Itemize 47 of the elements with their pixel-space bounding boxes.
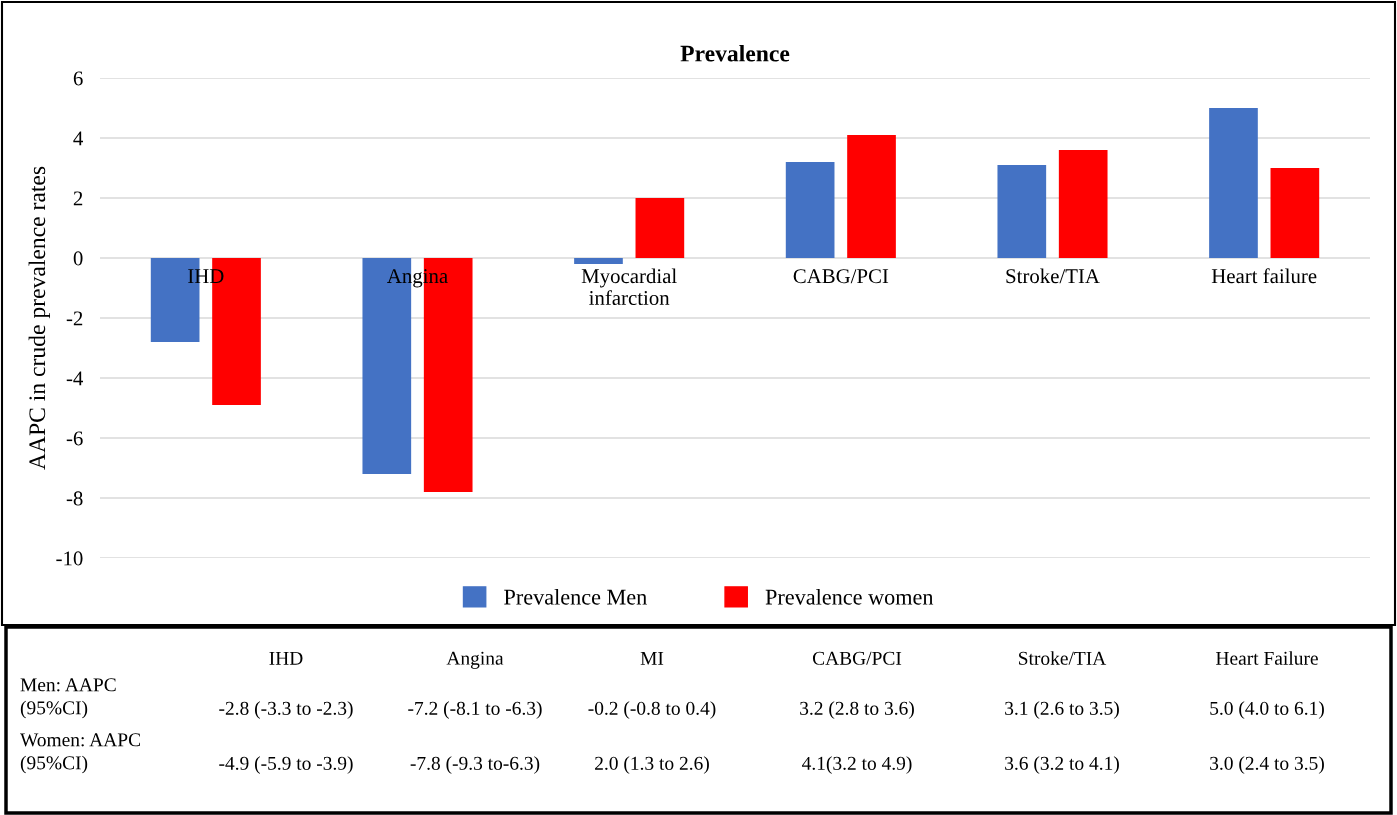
text: 4.1(3.2 to 4.9): [802, 756, 912, 774]
bar: [1209, 108, 1258, 258]
bar: [574, 258, 623, 264]
text: Stroke/TIA: [1019, 651, 1107, 665]
legend-label: Prevalence women: [765, 588, 934, 605]
text: Angina: [446, 651, 504, 669]
x-tick-label: IHD: [188, 269, 224, 283]
text: 3.0 (2.4 to 3.5): [1210, 756, 1324, 774]
legend-label: Prevalence Men: [504, 588, 647, 605]
text: MI: [640, 651, 664, 665]
y-tick-label: 6: [73, 71, 83, 86]
text: -7.2 (-8.1 to -6.3): [408, 701, 542, 719]
bar: [635, 198, 685, 258]
text: 3.1 (2.6 to 3.5): [1005, 701, 1119, 719]
chart-title: Prevalence: [680, 44, 790, 62]
text: Heart Failure: [1216, 651, 1318, 665]
y-tick-label: -6: [66, 431, 83, 446]
x-tick-label: Stroke/TIA: [1006, 268, 1100, 284]
y-axis-title: AAPC in crude prevalence rates: [28, 166, 51, 470]
text: 5.0 (4.0 to 6.1): [1210, 701, 1324, 719]
x-tick-label: Heart failure: [1211, 268, 1317, 284]
text: IHD: [269, 651, 303, 665]
y-tick-label: 4: [73, 131, 84, 146]
y-tick-label: 2: [73, 191, 83, 206]
bar: [997, 165, 1047, 258]
y-tick-label: -4: [66, 371, 84, 386]
x-tick-label: Myocardial infarction: [581, 268, 677, 305]
bar: [785, 162, 835, 258]
bar: [847, 135, 896, 258]
text: 2.0 (1.3 to 2.6): [595, 756, 709, 774]
text: -7.8 (-9.3 to-6.3): [410, 756, 540, 774]
y-tick-label: -8: [66, 491, 83, 506]
y-tick-label: -10: [56, 551, 83, 566]
text: -4.9 (-5.9 to -3.9): [219, 756, 353, 774]
text: 3.2 (2.8 to 3.6): [800, 701, 914, 719]
text: CABG/PCI: [812, 651, 902, 665]
text: -2.8 (-3.3 to -2.3): [219, 701, 353, 719]
text: Men: AAPC (95%CI): [20, 678, 116, 719]
bar: [1270, 168, 1320, 258]
text: -0.2 (-0.8 to 0.4): [588, 701, 716, 719]
x-tick-label: Angina: [387, 269, 448, 288]
text: Women: AAPC (95%CI): [20, 733, 140, 774]
y-tick-label: -2: [66, 311, 83, 326]
bar: [1058, 150, 1108, 258]
text: 3.6 (3.2 to 4.1): [1005, 756, 1119, 774]
x-tick-label: CABG/PCI: [793, 269, 889, 284]
y-tick-label: 0: [73, 251, 83, 266]
